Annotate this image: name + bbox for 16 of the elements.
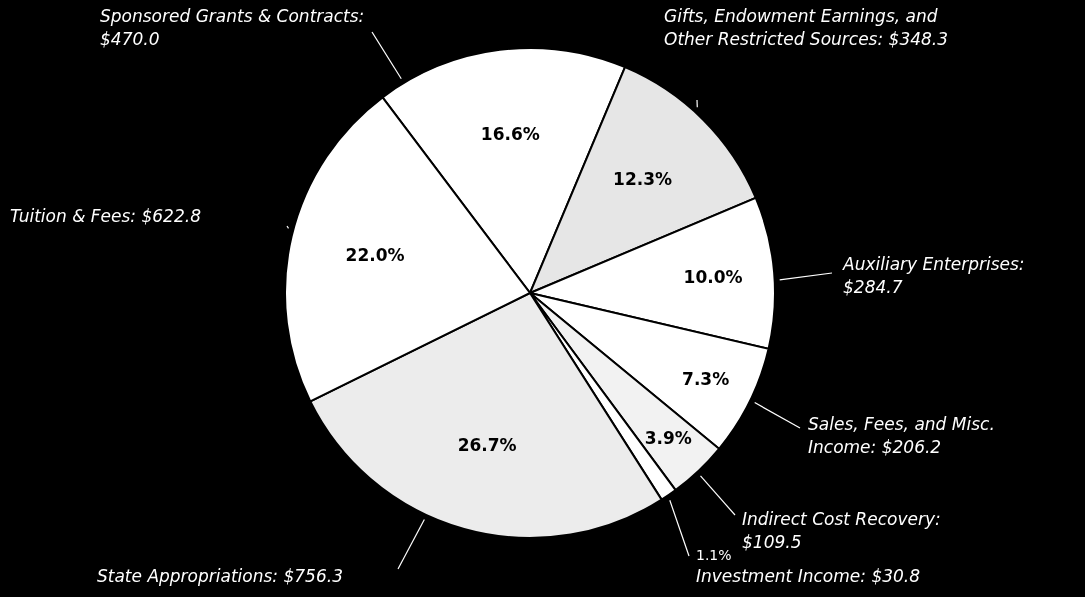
data-label: 22.0% xyxy=(345,245,405,266)
slice-label: Gifts, Endowment Earnings, and Other Restricted Sources: $348.3 xyxy=(664,6,949,49)
slice-label: Sales, Fees, and Misc. Income: $206.2 xyxy=(808,414,995,457)
data-label: 16.6% xyxy=(480,123,540,144)
slice-label: Tuition & Fees: $622.8 xyxy=(10,206,202,226)
data-label: 26.7% xyxy=(457,435,517,456)
slice-label: Investment Income: $30.8 xyxy=(696,566,921,586)
data-label: 10.0% xyxy=(683,266,743,287)
slice-label: State Appropriations: $756.3 xyxy=(97,566,343,586)
data-label: 1.1% xyxy=(696,547,732,563)
slice-label: Auxiliary Enterprises: $284.7 xyxy=(842,254,1025,297)
slice-label: Sponsored Grants & Contracts: $470.0 xyxy=(100,6,365,49)
data-label: 7.3% xyxy=(682,368,730,389)
data-label: 12.3% xyxy=(613,169,673,190)
data-label: 3.9% xyxy=(644,427,692,448)
slice-label: Indirect Cost Recovery: $109.5 xyxy=(742,509,941,552)
